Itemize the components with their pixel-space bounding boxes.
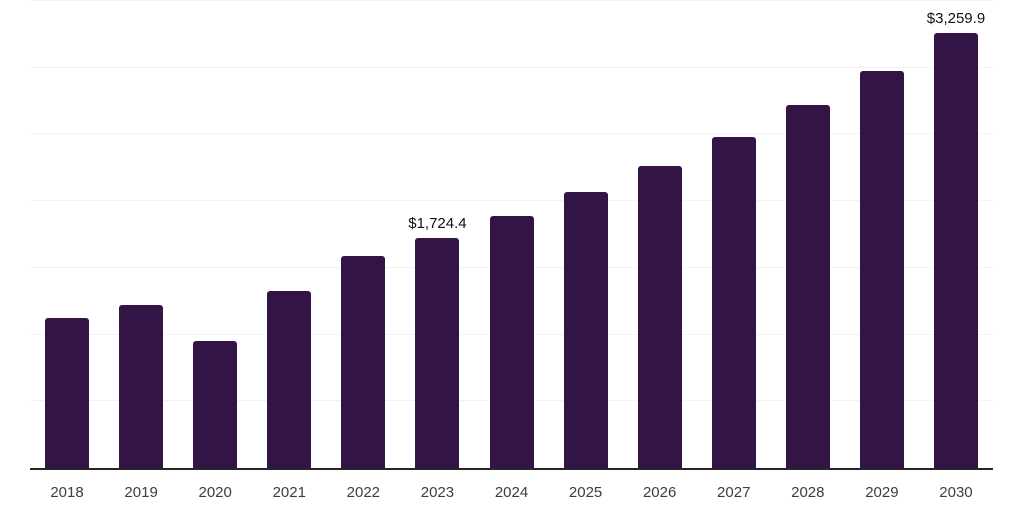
x-axis-label: 2022	[346, 484, 381, 501]
bar-slot	[178, 0, 252, 468]
x-axis-line	[30, 468, 993, 470]
data-label: $1,724.4	[408, 214, 467, 232]
x-axis-label: 2019	[124, 484, 158, 501]
bar	[193, 341, 238, 468]
bar	[933, 33, 978, 468]
bar-slot	[252, 0, 326, 468]
bar	[563, 192, 608, 468]
bar-slot	[30, 0, 104, 468]
bar	[119, 304, 164, 468]
bar	[785, 105, 830, 468]
bar-slot	[104, 0, 178, 468]
bar-slot: $1,724.4	[400, 0, 474, 468]
plot-area: $1,724.4 $3,259.9	[30, 0, 993, 470]
bar-slot	[549, 0, 623, 468]
bar	[637, 165, 682, 468]
gridline	[30, 133, 993, 135]
bar-slot: $3,259.9	[919, 0, 993, 468]
bar-slot	[697, 0, 771, 468]
x-axis-label: 2028	[791, 484, 825, 501]
x-axis-label: 2023	[420, 484, 455, 501]
bar	[711, 136, 756, 468]
x-axis-label: 2029	[865, 484, 899, 501]
data-label: $3,259.9	[926, 10, 986, 28]
x-axis-label: 2030	[939, 484, 973, 501]
x-axis-label: 2025	[568, 484, 603, 501]
bar	[859, 70, 904, 468]
bar-slot	[845, 0, 919, 468]
bar	[415, 237, 460, 468]
x-axis-label: 2020	[198, 484, 232, 501]
bar	[489, 216, 534, 468]
bar-slot	[771, 0, 845, 468]
bar	[45, 317, 90, 468]
x-axis-label: 2021	[272, 484, 306, 501]
bar	[341, 255, 386, 468]
bar-slot	[326, 0, 400, 468]
bar-slot	[623, 0, 697, 468]
gridline	[30, 0, 993, 1]
x-axis-label: 2026	[642, 484, 677, 501]
x-axis-label: 2018	[50, 484, 84, 501]
x-axis-label: 2024	[494, 484, 529, 501]
x-axis-label: 2027	[717, 484, 751, 501]
x-axis-labels: 2018 2019 2020 2021 2022 2023 2024 2025 2026 2027…	[30, 470, 993, 500]
bar-slot	[474, 0, 548, 468]
bars-layer: $1,724.4 $3,259.9	[30, 0, 993, 468]
bar	[267, 291, 312, 468]
gridline	[30, 200, 993, 202]
gridline	[30, 66, 993, 68]
